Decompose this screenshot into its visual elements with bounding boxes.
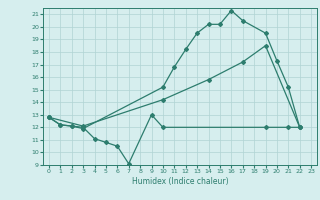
X-axis label: Humidex (Indice chaleur): Humidex (Indice chaleur) bbox=[132, 177, 228, 186]
